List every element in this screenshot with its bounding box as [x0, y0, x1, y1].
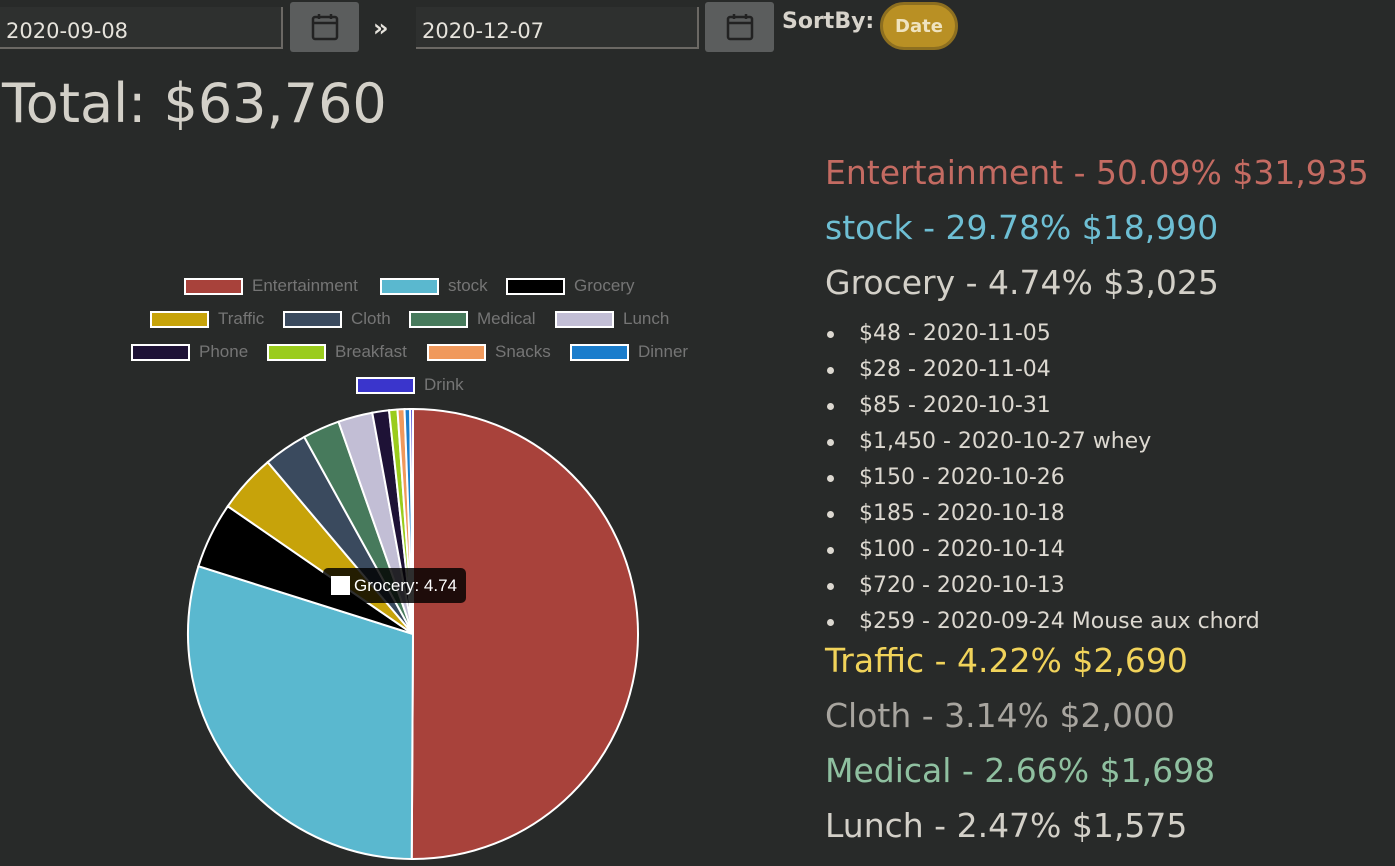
start-date-input[interactable]: [0, 7, 283, 49]
calendar-icon: [726, 14, 753, 41]
legend-label: stock: [448, 276, 488, 295]
legend-label: Cloth: [351, 309, 391, 328]
calendar-icon: [311, 14, 338, 41]
pie-slice-entertainment[interactable]: [410, 407, 639, 860]
category-traffic[interactable]: Traffic - 4.22% $2,690: [825, 641, 1188, 680]
legend-swatch: [427, 343, 486, 361]
legend-label: Entertainment: [252, 276, 358, 295]
legend-item-traffic[interactable]: Traffic: [150, 308, 264, 330]
legend-label: Grocery: [574, 276, 635, 295]
category-lunch[interactable]: Lunch - 2.47% $1,575: [825, 806, 1188, 845]
legend-swatch: [356, 376, 415, 394]
list-item: $259 - 2020-09-24 Mouse aux chord: [825, 604, 1260, 640]
legend-swatch: [409, 310, 468, 328]
legend-item-breakfast[interactable]: Breakfast: [267, 341, 407, 363]
grocery-expense-list: $48 - 2020-11-05 $28 - 2020-11-04 $85 - …: [825, 316, 1260, 640]
legend-label: Drink: [424, 375, 464, 394]
legend-label: Breakfast: [335, 342, 407, 361]
legend-item-dinner[interactable]: Dinner: [570, 341, 688, 363]
list-item: $150 - 2020-10-26: [825, 460, 1260, 496]
category-cloth[interactable]: Cloth - 3.14% $2,000: [825, 696, 1175, 735]
legend-swatch: [131, 343, 190, 361]
category-entertainment[interactable]: Entertainment - 50.09% $31,935: [825, 153, 1369, 192]
legend-swatch: [555, 310, 614, 328]
list-item: $185 - 2020-10-18: [825, 496, 1260, 532]
list-item: $720 - 2020-10-13: [825, 568, 1260, 604]
legend-item-snacks[interactable]: Snacks: [427, 341, 551, 363]
legend-label: Traffic: [218, 309, 265, 328]
legend-item-lunch[interactable]: Lunch: [555, 308, 669, 330]
range-separator: »: [373, 14, 388, 42]
legend-swatch: [380, 277, 439, 295]
end-date-input[interactable]: [416, 7, 699, 49]
legend-item-grocery[interactable]: Grocery: [506, 275, 634, 297]
legend-label: Dinner: [638, 342, 689, 361]
category-stock[interactable]: stock - 29.78% $18,990: [825, 208, 1219, 247]
list-item: $85 - 2020-10-31: [825, 388, 1260, 424]
legend-swatch: [283, 310, 342, 328]
legend-item-cloth[interactable]: Cloth: [283, 308, 391, 330]
total-amount: Total: $63,760: [2, 72, 387, 135]
legend-item-drink[interactable]: Drink: [356, 374, 464, 396]
legend-swatch: [267, 343, 326, 361]
chart-tooltip: Grocery: 4.74: [323, 568, 466, 603]
tooltip-label: Grocery: 4.74: [354, 575, 457, 595]
sort-by-label: SortBy:: [782, 9, 875, 34]
start-date-picker-button[interactable]: [290, 2, 359, 52]
legend-label: Medical: [477, 309, 536, 328]
legend-item-phone[interactable]: Phone: [131, 341, 248, 363]
list-item: $100 - 2020-10-14: [825, 532, 1260, 568]
legend-item-medical[interactable]: Medical: [409, 308, 536, 330]
tooltip-swatch: [331, 576, 350, 595]
expense-pie-chart[interactable]: [184, 405, 644, 865]
legend-label: Snacks: [495, 342, 551, 361]
legend-label: Lunch: [623, 309, 670, 328]
list-item: $48 - 2020-11-05: [825, 316, 1260, 352]
category-grocery[interactable]: Grocery - 4.74% $3,025: [825, 263, 1219, 302]
legend-swatch: [570, 343, 629, 361]
list-item: $1,450 - 2020-10-27 whey: [825, 424, 1260, 460]
end-date-picker-button[interactable]: [705, 2, 774, 52]
legend-swatch: [150, 310, 209, 328]
category-medical[interactable]: Medical - 2.66% $1,698: [825, 751, 1216, 790]
sort-by-date-chip[interactable]: Date: [880, 2, 958, 50]
pie-slice-stock[interactable]: [187, 564, 415, 861]
list-item: $28 - 2020-11-04: [825, 352, 1260, 388]
legend-swatch: [184, 277, 243, 295]
legend-label: Phone: [199, 342, 249, 361]
legend-item-entertainment[interactable]: Entertainment: [184, 275, 358, 297]
legend-swatch: [506, 277, 565, 295]
legend-item-stock[interactable]: stock: [380, 275, 488, 297]
